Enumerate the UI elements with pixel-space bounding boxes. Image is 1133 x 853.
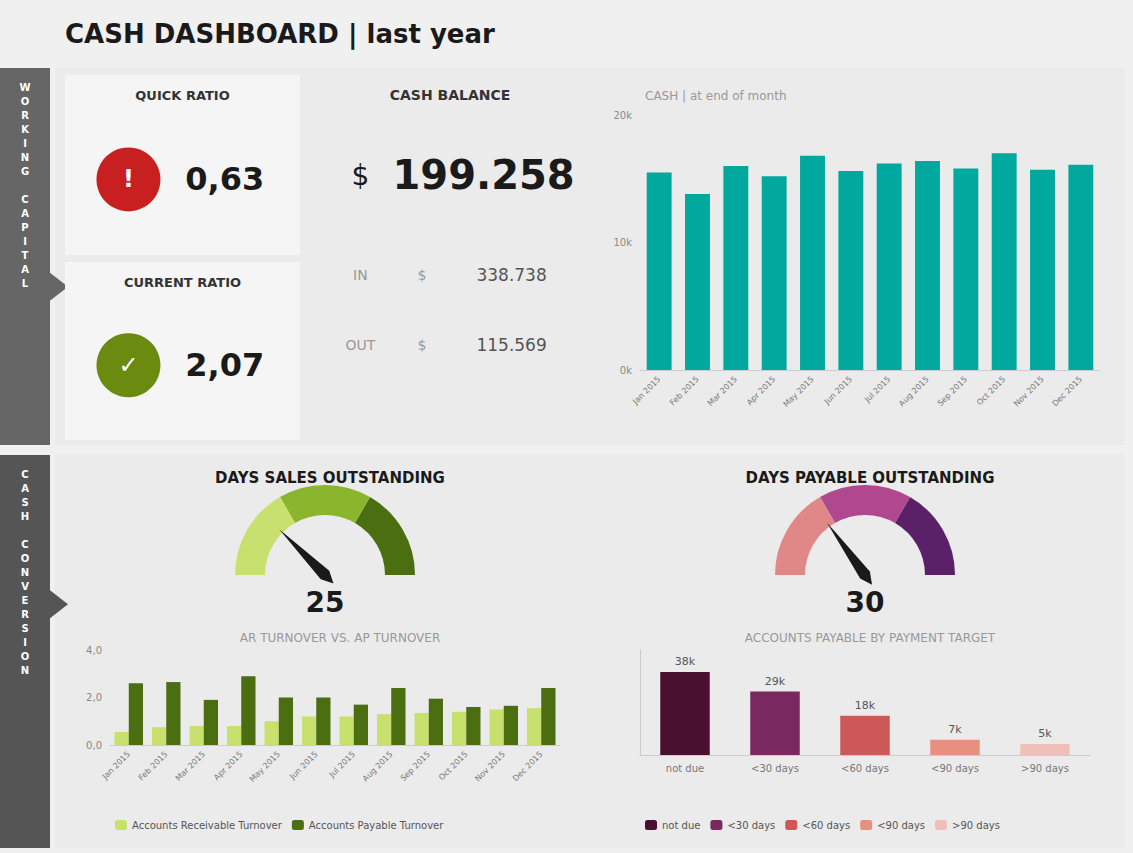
- svg-text:0,63: 0,63: [185, 160, 264, 198]
- svg-text:IN: IN: [353, 267, 368, 283]
- svg-text:<90 days: <90 days: [931, 763, 979, 774]
- svg-text:338.738: 338.738: [476, 265, 546, 285]
- svg-text:4,0: 4,0: [86, 645, 102, 656]
- svg-text:Dec 2015: Dec 2015: [1051, 375, 1084, 408]
- svg-text:QUICK RATIO: QUICK RATIO: [135, 88, 229, 103]
- svg-text:R: R: [21, 110, 29, 121]
- svg-text:Accounts Receivable Turnover: Accounts Receivable Turnover: [132, 820, 283, 831]
- svg-text:Nov 2015: Nov 2015: [473, 750, 507, 784]
- svg-text:Oct 2015: Oct 2015: [437, 750, 469, 782]
- svg-text:>90 days: >90 days: [952, 820, 1000, 831]
- svg-text:7k: 7k: [948, 723, 962, 736]
- svg-text:Oct 2015: Oct 2015: [975, 375, 1007, 407]
- svg-text:S: S: [21, 497, 28, 508]
- svg-text:$: $: [418, 267, 427, 283]
- svg-text:Jul 2015: Jul 2015: [862, 375, 892, 405]
- svg-text:115.569: 115.569: [476, 335, 546, 355]
- svg-text:CURRENT RATIO: CURRENT RATIO: [124, 275, 241, 290]
- svg-text:Accounts Payable Turnover: Accounts Payable Turnover: [309, 820, 444, 831]
- svg-text:not due: not due: [662, 820, 700, 831]
- svg-text:<30 days: <30 days: [751, 763, 799, 774]
- svg-text:2,0: 2,0: [86, 692, 102, 703]
- svg-text:I: I: [23, 236, 27, 247]
- svg-text:$: $: [351, 159, 369, 192]
- svg-text:0k: 0k: [620, 365, 632, 376]
- svg-text:Mar 2015: Mar 2015: [706, 375, 739, 408]
- svg-text:<60 days: <60 days: [802, 820, 850, 831]
- svg-text:Jan 2015: Jan 2015: [630, 375, 662, 407]
- svg-text:O: O: [21, 651, 30, 662]
- svg-text:N: N: [21, 567, 29, 578]
- svg-text:DAYS PAYABLE OUTSTANDING: DAYS PAYABLE OUTSTANDING: [746, 469, 995, 487]
- svg-text:K: K: [21, 124, 30, 135]
- svg-text:Apr 2015: Apr 2015: [212, 750, 244, 782]
- svg-text:T: T: [22, 250, 29, 261]
- svg-text:L: L: [22, 278, 29, 289]
- svg-text:A: A: [21, 483, 29, 494]
- svg-text:O: O: [21, 553, 30, 564]
- svg-text:!: !: [123, 165, 134, 193]
- svg-text:AR TURNOVER VS. AP TURNOVER: AR TURNOVER VS. AP TURNOVER: [240, 631, 440, 645]
- svg-text:DAYS SALES OUTSTANDING: DAYS SALES OUTSTANDING: [215, 469, 445, 487]
- svg-text:ACCOUNTS PAYABLE BY PAYMENT TA: ACCOUNTS PAYABLE BY PAYMENT TARGET: [745, 631, 996, 645]
- svg-text:<30 days: <30 days: [727, 820, 775, 831]
- svg-text:Jun 2015: Jun 2015: [822, 375, 854, 407]
- svg-text:May 2015: May 2015: [781, 375, 815, 409]
- svg-text:E: E: [22, 595, 29, 606]
- svg-text:I: I: [23, 138, 27, 149]
- svg-text:<90 days: <90 days: [877, 820, 925, 831]
- svg-text:20k: 20k: [613, 110, 632, 121]
- svg-text:I: I: [23, 637, 27, 648]
- svg-text:CASH | at end of month: CASH | at end of month: [645, 89, 787, 103]
- svg-text:$: $: [418, 337, 427, 353]
- svg-text:W: W: [19, 82, 30, 93]
- svg-text:V: V: [21, 581, 29, 592]
- svg-text:Dec 2015: Dec 2015: [511, 750, 544, 783]
- svg-text:<60 days: <60 days: [841, 763, 889, 774]
- svg-text:C: C: [21, 539, 28, 550]
- svg-text:38k: 38k: [675, 655, 696, 668]
- svg-text:H: H: [21, 511, 29, 522]
- svg-text:C: C: [21, 469, 28, 480]
- svg-text:199.258: 199.258: [393, 152, 575, 198]
- svg-text:Jul 2015: Jul 2015: [327, 750, 357, 780]
- svg-text:N: N: [21, 665, 29, 676]
- svg-text:Mar 2015: Mar 2015: [174, 750, 207, 783]
- svg-text:Jan 2015: Jan 2015: [100, 750, 132, 782]
- svg-text:2,07: 2,07: [185, 346, 264, 384]
- svg-text:R: R: [21, 609, 29, 620]
- svg-text:A: A: [21, 208, 29, 219]
- svg-text:✓: ✓: [118, 351, 138, 379]
- svg-text:30: 30: [846, 586, 885, 619]
- svg-text:18k: 18k: [855, 699, 876, 712]
- svg-text:G: G: [21, 166, 29, 177]
- svg-text:5k: 5k: [1038, 727, 1052, 740]
- svg-text:A: A: [21, 264, 29, 275]
- svg-text:Nov 2015: Nov 2015: [1012, 375, 1046, 409]
- svg-text:0,0: 0,0: [86, 740, 102, 751]
- svg-text:25: 25: [306, 586, 345, 619]
- svg-text:Sep 2015: Sep 2015: [936, 375, 969, 408]
- svg-text:May 2015: May 2015: [248, 750, 282, 784]
- svg-text:S: S: [21, 623, 28, 634]
- svg-text:Apr 2015: Apr 2015: [745, 375, 777, 407]
- svg-text:Feb 2015: Feb 2015: [668, 375, 701, 408]
- svg-text:N: N: [21, 152, 29, 163]
- svg-text:P: P: [21, 222, 28, 233]
- svg-text:Aug 2015: Aug 2015: [361, 750, 395, 784]
- svg-text:CASH BALANCE: CASH BALANCE: [390, 87, 511, 103]
- svg-text:OUT: OUT: [345, 337, 375, 353]
- svg-text:Aug 2015: Aug 2015: [897, 375, 931, 409]
- svg-text:CASH DASHBOARD | last year: CASH DASHBOARD | last year: [65, 19, 495, 50]
- svg-text:10k: 10k: [613, 237, 632, 248]
- svg-text:C: C: [21, 194, 28, 205]
- svg-text:>90 days: >90 days: [1021, 763, 1069, 774]
- svg-text:Sep 2015: Sep 2015: [399, 750, 432, 783]
- svg-text:Feb 2015: Feb 2015: [137, 750, 170, 783]
- svg-text:Jun 2015: Jun 2015: [287, 750, 319, 782]
- svg-text:O: O: [21, 96, 30, 107]
- svg-text:not due: not due: [666, 763, 704, 774]
- svg-text:29k: 29k: [765, 675, 786, 688]
